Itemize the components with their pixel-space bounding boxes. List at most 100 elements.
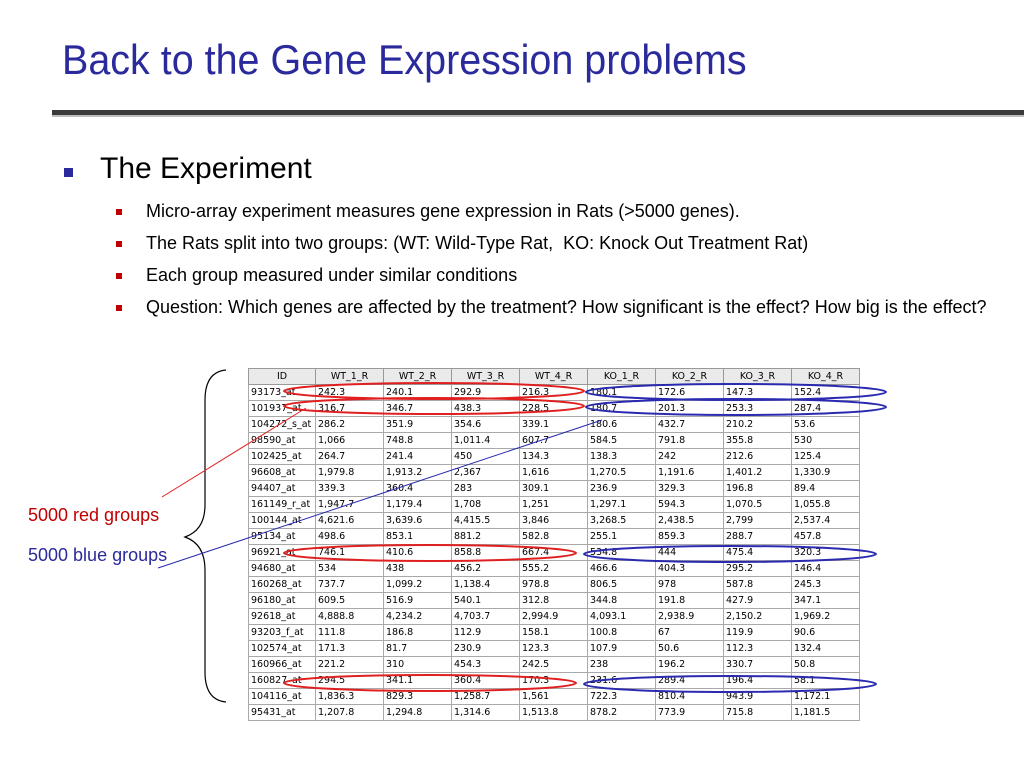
gene-id-cell: 96608_at <box>248 464 316 481</box>
expression-value-cell: 943.9 <box>723 688 792 705</box>
column-header: ID <box>248 368 316 385</box>
expression-value-cell: 330.7 <box>723 656 792 673</box>
expression-value-cell: 667.4 <box>519 544 588 561</box>
expression-value-cell: 456.2 <box>451 560 520 577</box>
expression-value-cell: 1,099.2 <box>383 576 452 593</box>
expression-value-cell: 2,150.2 <box>723 608 792 625</box>
expression-value-cell: 1,270.5 <box>587 464 656 481</box>
expression-value-cell: 1,947.7 <box>315 496 384 513</box>
table-row: 100144_at 4,621.6 3,639.6 4,415.5 3,846 3,268… <box>248 512 860 529</box>
expression-value-cell: 4,703.7 <box>451 608 520 625</box>
title-divider <box>52 110 1024 115</box>
column-header: KO_3_R <box>723 368 792 385</box>
expression-value-cell: 534 <box>315 560 384 577</box>
expression-value-cell: 253.3 <box>723 400 792 417</box>
section-heading: The Experiment <box>100 152 312 185</box>
expression-value-cell: 587.8 <box>723 576 792 593</box>
expression-value-cell: 2,537.4 <box>791 512 860 529</box>
table-row: 94407_at 339.3 360.4 283 309.1 236.9 329.3 196.… <box>248 480 860 497</box>
expression-value-cell: 1,070.5 <box>723 496 792 513</box>
expression-value-cell: 516.9 <box>383 592 452 609</box>
expression-value-cell: 147.3 <box>723 384 792 401</box>
expression-value-cell: 230.9 <box>451 640 520 657</box>
expression-value-cell: 112.9 <box>451 624 520 641</box>
table-row: 160966_at 221.2 310 454.3 242.5 238 196.2 330.7… <box>248 656 860 673</box>
expression-value-cell: 404.3 <box>655 560 724 577</box>
table-row: 94680_at 534 438 456.2 555.2 466.6 404.3 295.2 1… <box>248 560 860 577</box>
table-row: 104116_at 1,836.3 829.3 1,258.7 1,561 722.3 81… <box>248 688 860 705</box>
expression-value-cell: 1,401.2 <box>723 464 792 481</box>
expression-value-cell: 1,314.6 <box>451 704 520 721</box>
expression-value-cell: 2,938.9 <box>655 608 724 625</box>
expression-value-cell: 3,846 <box>519 512 588 529</box>
expression-value-cell: 555.2 <box>519 560 588 577</box>
table-row: 98590_at 1,066 748.8 1,011.4 607.7 584.5 791.8… <box>248 432 860 449</box>
bullet-item: Micro-array experiment measures gene exp… <box>116 200 1006 223</box>
expression-value-cell: 316.7 <box>315 400 384 417</box>
expression-value-cell: 444 <box>655 544 724 561</box>
gene-id-cell: 102574_at <box>248 640 316 657</box>
expression-value-cell: 748.8 <box>383 432 452 449</box>
expression-value-cell: 1,969.2 <box>791 608 860 625</box>
table-row: 102425_at 264.7 241.4 450 134.3 138.3 242 212.6… <box>248 448 860 465</box>
expression-value-cell: 1,297.1 <box>587 496 656 513</box>
expression-value-cell: 245.3 <box>791 576 860 593</box>
expression-value-cell: 312.8 <box>519 592 588 609</box>
expression-value-cell: 582.8 <box>519 528 588 545</box>
expression-value-cell: 1,708 <box>451 496 520 513</box>
expression-value-cell: 427.9 <box>723 592 792 609</box>
expression-value-cell: 201.3 <box>655 400 724 417</box>
expression-value-cell: 289.4 <box>655 672 724 689</box>
expression-value-cell: 722.3 <box>587 688 656 705</box>
expression-value-cell: 238 <box>587 656 656 673</box>
expression-value-cell: 2,799 <box>723 512 792 529</box>
expression-value-cell: 196.4 <box>723 672 792 689</box>
gene-id-cell: 92618_at <box>248 608 316 625</box>
expression-value-cell: 231.6 <box>587 672 656 689</box>
square-bullet-icon <box>116 305 122 311</box>
expression-value-cell: 240.1 <box>383 384 452 401</box>
curly-brace-icon <box>183 369 227 703</box>
expression-value-cell: 344.8 <box>587 592 656 609</box>
expression-value-cell: 81.7 <box>383 640 452 657</box>
expression-value-cell: 309.1 <box>519 480 588 497</box>
expression-value-cell: 1,330.9 <box>791 464 860 481</box>
table-row: 104272_s_at 286.2 351.9 354.6 339.1 180.6 432.… <box>248 416 860 433</box>
expression-value-cell: 438.3 <box>451 400 520 417</box>
expression-value-cell: 530 <box>791 432 860 449</box>
expression-value-cell: 53.6 <box>791 416 860 433</box>
gene-id-cell: 102425_at <box>248 448 316 465</box>
gene-id-cell: 95134_at <box>248 528 316 545</box>
expression-value-cell: 584.5 <box>587 432 656 449</box>
expression-value-cell: 457.8 <box>791 528 860 545</box>
expression-value-cell: 320.3 <box>791 544 860 561</box>
expression-value-cell: 773.9 <box>655 704 724 721</box>
table-row: 95134_at 498.6 853.1 881.2 582.8 255.1 859.3 28… <box>248 528 860 545</box>
expression-value-cell: 341.1 <box>383 672 452 689</box>
expression-value-cell: 241.4 <box>383 448 452 465</box>
expression-value-cell: 360.4 <box>383 480 452 497</box>
expression-value-cell: 737.7 <box>315 576 384 593</box>
expression-value-cell: 1,172.1 <box>791 688 860 705</box>
expression-value-cell: 180.6 <box>587 416 656 433</box>
expression-value-cell: 4,888.8 <box>315 608 384 625</box>
table-row: 93173_at 242.3 240.1 292.9 216.3 180.1 172.6 14… <box>248 384 860 401</box>
table-body: 93173_at 242.3 240.1 292.9 216.3 180.1 172.6 14… <box>248 384 860 721</box>
expression-value-cell: 310 <box>383 656 452 673</box>
bullet-text: Each group measured under similar condit… <box>146 265 518 285</box>
expression-value-cell: 111.8 <box>315 624 384 641</box>
expression-value-cell: 242.3 <box>315 384 384 401</box>
gene-id-cell: 160827_at <box>248 672 316 689</box>
table-row: 93203_f_at 111.8 186.8 112.9 158.1 100.8 67 119… <box>248 624 860 641</box>
bullet-text: The Rats split into two groups: (WT: Wil… <box>146 233 809 253</box>
expression-value-cell: 609.5 <box>315 592 384 609</box>
expression-value-cell: 2,367 <box>451 464 520 481</box>
table-row: 160827_at 294.5 341.1 360.4 170.3 231.6 289.4 1… <box>248 672 860 689</box>
expression-value-cell: 89.4 <box>791 480 860 497</box>
expression-value-cell: 119.9 <box>723 624 792 641</box>
expression-value-cell: 216.3 <box>519 384 588 401</box>
expression-value-cell: 360.4 <box>451 672 520 689</box>
table-row: 95431_at 1,207.8 1,294.8 1,314.6 1,513.8 878.… <box>248 704 860 721</box>
gene-id-cell: 161149_r_at <box>248 496 316 513</box>
bullet-text: Micro-array experiment measures gene exp… <box>146 201 740 221</box>
